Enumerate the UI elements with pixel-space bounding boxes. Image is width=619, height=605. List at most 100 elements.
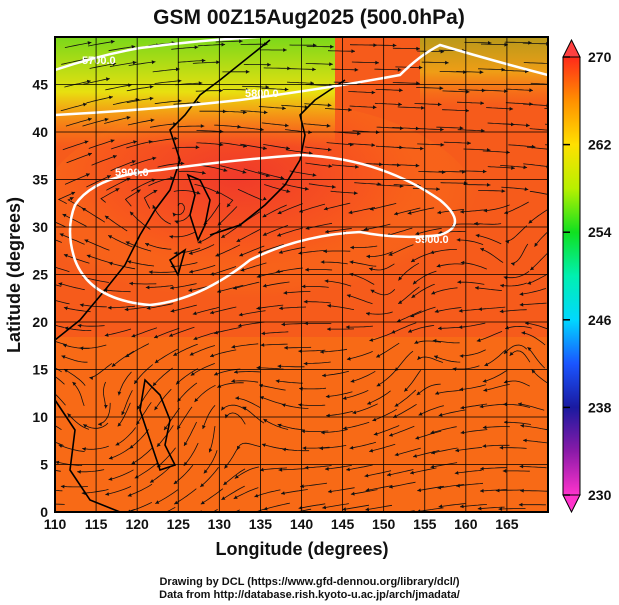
- streamline-arrow: [343, 426, 347, 431]
- streamline-arrow: [304, 465, 309, 470]
- streamline-arrow: [231, 379, 235, 383]
- streamline: [115, 427, 137, 446]
- streamline-arrow: [281, 322, 285, 327]
- streamline: [102, 381, 107, 409]
- y-tick-label: 40: [32, 124, 48, 140]
- streamline-arrow: [173, 352, 178, 356]
- streamline-arrow: [104, 333, 109, 337]
- streamline: [343, 421, 370, 430]
- streamline: [125, 508, 135, 512]
- y-tick-label: 20: [32, 314, 48, 330]
- streamline-arrow: [240, 515, 244, 519]
- streamline: [414, 103, 442, 105]
- streamline: [440, 182, 468, 184]
- streamline: [521, 332, 546, 346]
- streamline: [221, 485, 245, 501]
- streamline: [392, 403, 417, 418]
- streamline: [108, 235, 133, 248]
- streamline-arrow: [319, 446, 323, 451]
- streamline-arrow: [46, 387, 50, 391]
- streamline-arrow: [387, 472, 391, 477]
- streamline: [529, 190, 548, 195]
- streamline: [215, 40, 243, 43]
- streamline: [55, 284, 62, 287]
- streamline: [61, 58, 88, 65]
- streamline: [388, 481, 416, 488]
- streamline-arrow: [58, 282, 63, 286]
- streamline-arrow: [355, 164, 359, 169]
- streamline-arrow: [478, 307, 482, 311]
- streamline: [240, 110, 268, 113]
- streamline-arrow: [256, 274, 261, 278]
- streamline-arrow: [263, 110, 268, 115]
- map-plot: GSM 00Z15Aug2025 (500.0hPa) 5700.0 5800.…: [4, 6, 612, 559]
- streamline-arrow: [175, 67, 180, 72]
- streamline-arrow: [389, 433, 393, 437]
- streamline: [219, 110, 247, 113]
- streamline: [66, 152, 93, 164]
- streamline-arrow: [476, 338, 481, 343]
- streamline-arrow: [528, 40, 532, 45]
- streamline: [523, 439, 548, 444]
- streamline: [178, 60, 206, 63]
- streamline: [128, 61, 156, 66]
- streamline-arrow: [326, 413, 330, 418]
- streamline-arrow: [277, 364, 282, 369]
- streamline: [410, 467, 437, 474]
- streamline: [178, 170, 206, 174]
- streamline-arrow: [284, 87, 289, 92]
- streamline: [224, 445, 240, 469]
- streamline-arrow: [457, 280, 462, 284]
- streamline: [346, 294, 373, 305]
- streamline-arrow: [456, 238, 461, 242]
- streamline: [416, 383, 441, 396]
- streamline-arrow: [342, 507, 347, 511]
- streamline-arrow: [98, 422, 102, 427]
- streamline: [431, 287, 458, 295]
- streamline-arrow: [265, 85, 270, 89]
- streamline: [388, 425, 415, 437]
- streamline: [243, 168, 270, 177]
- streamline-arrow: [327, 103, 332, 108]
- streamline-arrow: [303, 299, 308, 304]
- streamline: [394, 447, 421, 456]
- streamline: [168, 326, 195, 337]
- streamline: [127, 260, 155, 267]
- streamline-arrow: [518, 402, 522, 406]
- streamline: [145, 285, 173, 288]
- streamline: [176, 406, 193, 430]
- streamline: [348, 207, 376, 214]
- streamline-arrow: [105, 77, 110, 82]
- streamline: [107, 305, 135, 309]
- streamline: [156, 425, 174, 447]
- streamline-arrow: [196, 190, 201, 195]
- streamline: [259, 384, 286, 391]
- streamline: [430, 249, 457, 254]
- streamline-arrow: [131, 45, 136, 49]
- streamline: [258, 244, 285, 254]
- streamline-arrow: [69, 197, 74, 201]
- streamline: [504, 325, 532, 330]
- streamline-arrow: [477, 506, 482, 511]
- streamline: [189, 345, 216, 356]
- streamline: [277, 203, 303, 215]
- streamline-arrow: [86, 254, 91, 259]
- streamline-arrow: [495, 488, 500, 493]
- streamline: [55, 424, 62, 431]
- streamline-arrow: [475, 233, 480, 238]
- streamline: [149, 123, 177, 128]
- streamline-arrow: [415, 163, 420, 168]
- streamlines: [46, 39, 548, 519]
- streamline: [505, 225, 528, 242]
- streamline-arrow: [365, 488, 370, 492]
- streamline-arrow: [117, 422, 122, 427]
- streamline: [455, 447, 483, 452]
- y-tick-label: 35: [32, 172, 48, 188]
- streamline-arrow: [221, 406, 225, 411]
- streamline: [77, 324, 105, 327]
- streamline-arrow: [504, 89, 508, 93]
- streamline: [376, 126, 404, 129]
- gridlines: [55, 37, 548, 512]
- streamline: [442, 109, 470, 112]
- streamline-arrow: [108, 95, 113, 100]
